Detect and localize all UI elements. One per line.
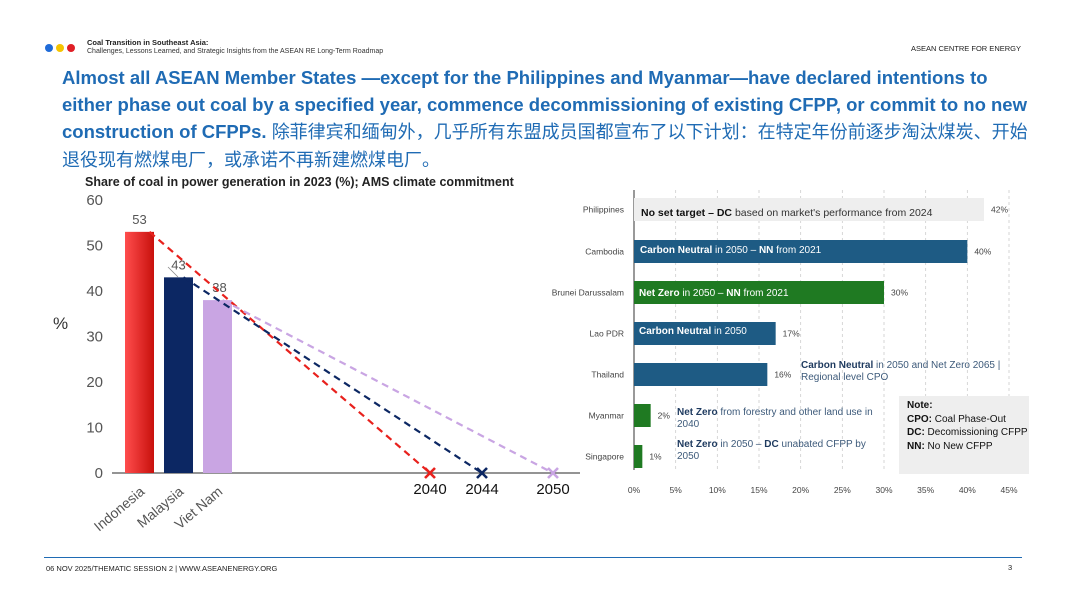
category-label-myanmar: Myanmar [589,411,625,421]
x-tick-label: 35% [917,485,934,495]
hbar-cambodia [634,240,968,263]
y-tick-label: 50 [86,238,103,255]
footer-divider [44,557,1022,558]
logo-dot-yellow [56,44,64,52]
commitment-label-philippines: No set target – DC based on market's per… [641,207,933,219]
phaseout-x-marker [476,467,488,479]
x-tick-label: 45% [1000,485,1017,495]
phaseout-year-label: 2040 [413,481,446,498]
phaseout-year-label: 2050 [536,481,569,498]
note-box: Note: CPO: Coal Phase-Out DC: Decomissio… [899,396,1029,474]
category-label-philippines: Philippines [583,205,624,215]
note-item-cpo: CPO: Coal Phase-Out [907,413,1006,425]
x-tick-label: 25% [834,485,851,495]
note-item-dc: DC: Decomissioning CFPP [907,427,1028,438]
logo-dot-red [67,44,75,52]
x-tick-label: 30% [875,485,892,495]
y-tick-label: 30 [86,329,103,346]
bar-viet-nam [203,300,232,473]
y-tick-label: 0 [95,465,103,482]
hbar-value-label: 2% [658,411,671,421]
category-label-thailand: Thailand [591,370,624,380]
organization-name: ASEAN CENTRE FOR ENERGY [910,44,1021,53]
note-item-nn: NN: No New CFPP [907,440,993,452]
x-tick-label: 40% [959,485,976,495]
hbar-brunei-darussalam [634,281,884,304]
category-label-lao-pdr: Lao PDR [590,329,625,339]
note-title: Note: [907,400,933,411]
x-category-label: Indonesia [91,483,148,534]
x-tick-label: 0% [628,485,641,495]
commitment-label-brunei-darussalam: Net Zero in 2050 – NN from 2021 [639,288,789,299]
commitment-label-thailand: Carbon Neutral in 2050 and Net Zero 2065… [801,360,1001,383]
y-axis-label: % [53,314,68,333]
y-tick-label: 10 [86,420,103,437]
header-title: Coal Transition in Southeast Asia: [87,38,209,47]
y-tick-label: 60 [86,192,103,209]
hbar-value-label: 17% [783,329,800,339]
x-tick-label: 20% [792,485,809,495]
phaseout-x-marker [424,467,436,479]
commitment-label-cambodia: Carbon Neutral in 2050 – NN from 2021 [640,245,822,256]
header-subtitle: Challenges, Lessons Learned, and Strateg… [87,48,384,55]
headline-zh: 除菲律宾和缅甸外，几乎所有东盟成员国都宣布了以下计划：在特定年份前逐步淘汰煤炭、… [62,122,1028,171]
logo-dot-blue [45,44,53,52]
x-tick-label: 5% [670,485,683,495]
x-tick-label: 15% [750,485,767,495]
label-connector [167,266,179,278]
hbar-myanmar [634,404,651,427]
bar-value-label: 43 [171,257,185,272]
trend-line-2040 [148,231,431,474]
category-label-singapore: Singapore [585,452,624,462]
hbar-thailand [634,363,768,386]
bar-value-label: 53 [132,212,146,227]
hbar-value-label: 30% [891,288,908,298]
trend-line-2050 [221,299,554,474]
chart-title: Share of coal in power generation in 202… [85,175,514,189]
hbar-value-label: 1% [649,452,662,462]
hbar-singapore [634,445,643,468]
hbar-value-label: 42% [991,205,1008,215]
hbar-value-label: 16% [774,370,791,380]
commitment-label-singapore: Net Zero in 2050 – DC unabated CFPP by 2… [677,439,866,462]
hbar-lao-pdr [634,322,776,345]
commitment-label-lao-pdr: Carbon Neutral in 2050 [639,326,747,337]
logo-dots [45,44,75,52]
commitment-label-myanmar: Net Zero from forestry and other land us… [677,407,873,430]
y-tick-label: 40 [86,283,103,300]
phaseout-year-label: 2044 [465,481,498,498]
headline-en: Almost all ASEAN Member States —except f… [62,67,1027,142]
footer-text: 06 NOV 2025/THEMATIC SESSION 2 | WWW.ASE… [46,564,278,573]
hbar-value-label: 40% [974,247,991,257]
bar-indonesia [125,231,154,473]
hbar-philippines [634,198,984,221]
x-tick-label: 10% [709,485,726,495]
bar-malaysia [164,277,193,473]
page-number: 3 [1008,563,1013,572]
y-tick-label: 20 [86,374,103,391]
category-label-cambodia: Cambodia [585,247,624,257]
phaseout-x-marker [547,467,559,479]
bar-value-label: 38 [212,280,226,295]
headline: Almost all ASEAN Member States —except f… [62,64,1042,174]
category-label-brunei-darussalam: Brunei Darussalam [552,288,624,298]
